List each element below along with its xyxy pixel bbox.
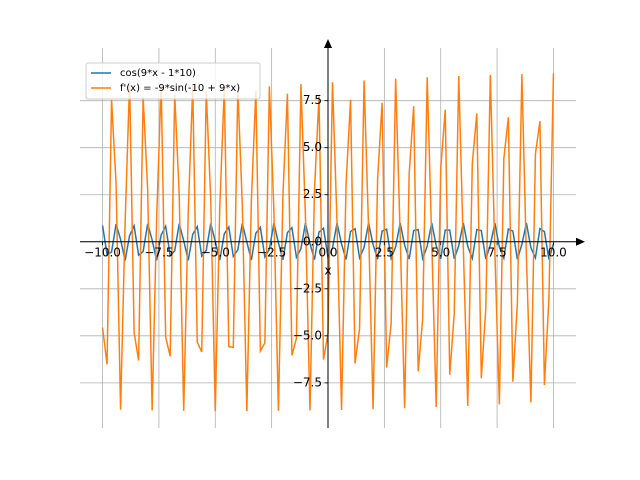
y-tick-label: 7.5 xyxy=(303,93,322,107)
x-tick-label: 5.0 xyxy=(431,245,450,259)
x-tick-label: 2.5 xyxy=(375,245,394,259)
x-tick-label: −7.5 xyxy=(144,245,173,259)
y-tick-label: −5.0 xyxy=(293,328,322,342)
legend-label: f'(x) = -9*sin(-10 + 9*x) xyxy=(120,83,240,94)
x-axis-label: x xyxy=(324,264,331,278)
x-arrow xyxy=(576,237,585,246)
axes: −10.0 −7.5 −5.0 −2.5 0.0 2.5 5.0 7.5 10.0−7.5−5.… xyxy=(80,39,585,428)
y-tick-label: −7.5 xyxy=(293,375,322,389)
x-tick-label: −10.0 xyxy=(84,245,121,259)
legend-box xyxy=(85,62,261,100)
y-tick-label: −2.5 xyxy=(293,281,322,295)
x-tick-label: 10.0 xyxy=(540,245,567,259)
y-tick-label: 5.0 xyxy=(303,140,322,154)
y-tick-label: 2.5 xyxy=(303,187,322,201)
legend: cos(9*x - 1*10) f'(x) = -9*sin(-10 + 9*x) xyxy=(85,62,261,100)
y-arrow xyxy=(324,39,332,48)
legend-label: cos(9*x - 1*10) xyxy=(120,68,196,79)
x-tick-label: 7.5 xyxy=(488,245,507,259)
x-tick-label: −2.5 xyxy=(257,245,286,259)
x-tick-label: −5.0 xyxy=(201,245,230,259)
